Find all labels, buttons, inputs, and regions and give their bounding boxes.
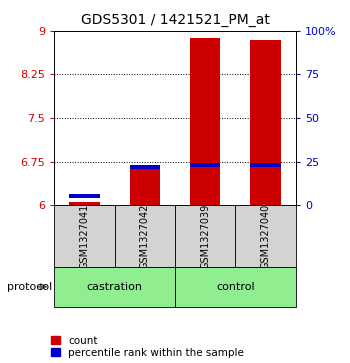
Text: GDS5301 / 1421521_PM_at: GDS5301 / 1421521_PM_at [80,13,270,27]
Text: GSM1327039: GSM1327039 [200,203,210,269]
Text: protocol: protocol [7,282,52,292]
Bar [54,267,175,307]
Bar [130,165,160,169]
Bar [115,205,175,267]
Bar [251,40,281,205]
Bar [251,163,281,167]
Bar [190,163,220,167]
Bar [130,167,160,205]
Bar [54,205,115,267]
Text: control: control [216,282,255,292]
Bar [69,201,99,205]
Bar [175,205,235,267]
Bar [190,38,220,205]
Bar [235,205,296,267]
Text: GSM1327042: GSM1327042 [140,203,150,269]
Text: GSM1327041: GSM1327041 [79,203,90,269]
Bar [175,267,296,307]
Bar [69,194,99,198]
Legend: count, percentile rank within the sample: count, percentile rank within the sample [51,336,244,358]
Text: castration: castration [87,282,143,292]
Text: GSM1327040: GSM1327040 [260,203,271,269]
